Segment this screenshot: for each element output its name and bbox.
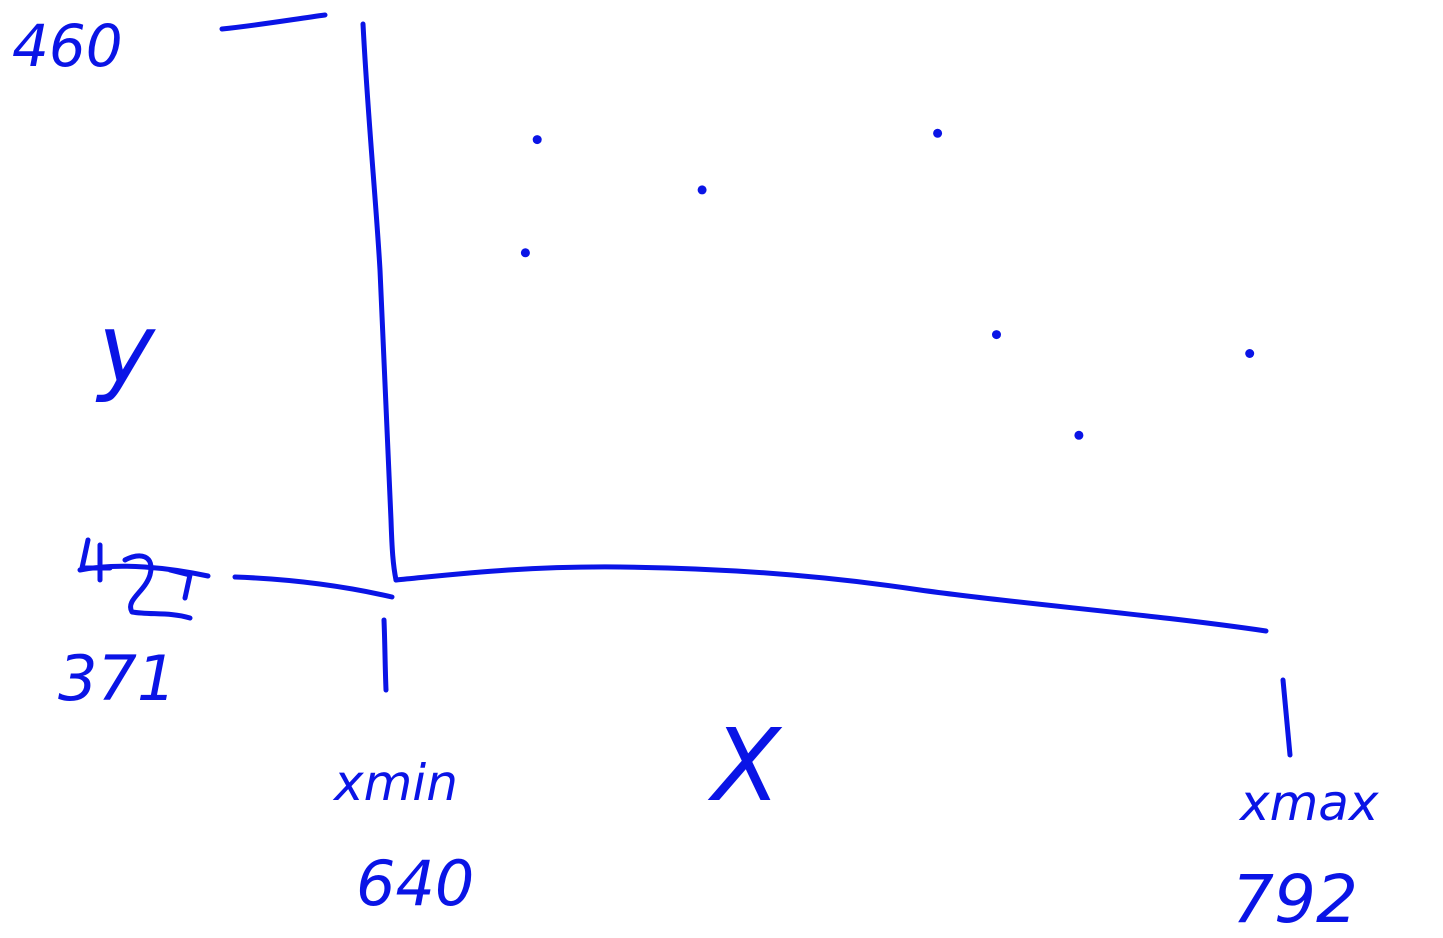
x-min-value: 640 [356, 847, 474, 920]
data-point-3 [697, 185, 707, 195]
x-max-name: xmax [1238, 774, 1379, 832]
data-point-2 [520, 248, 530, 258]
data-point-1 [532, 135, 542, 145]
x-max-tick [1280, 677, 1293, 758]
data-point-6 [1074, 430, 1084, 440]
data-point-5 [992, 330, 1001, 340]
scribble-mark [77, 537, 211, 621]
x-axis-line [393, 564, 1269, 634]
y-top-tick [219, 12, 328, 32]
data-point-4 [933, 128, 943, 138]
data-points [520, 128, 1255, 440]
x-min-name: xmin [332, 754, 458, 812]
y-bottom-tick [232, 574, 395, 600]
y-top-value: 460 [12, 12, 123, 80]
y-bottom-value: 371 [58, 642, 176, 715]
x-axis-label: X [707, 707, 783, 824]
x-max-value: 792 [1232, 861, 1358, 938]
y-axis-label: y [95, 293, 156, 405]
data-point-7 [1245, 349, 1255, 358]
x-min-tick [381, 617, 389, 693]
y-axis-line [360, 21, 399, 583]
